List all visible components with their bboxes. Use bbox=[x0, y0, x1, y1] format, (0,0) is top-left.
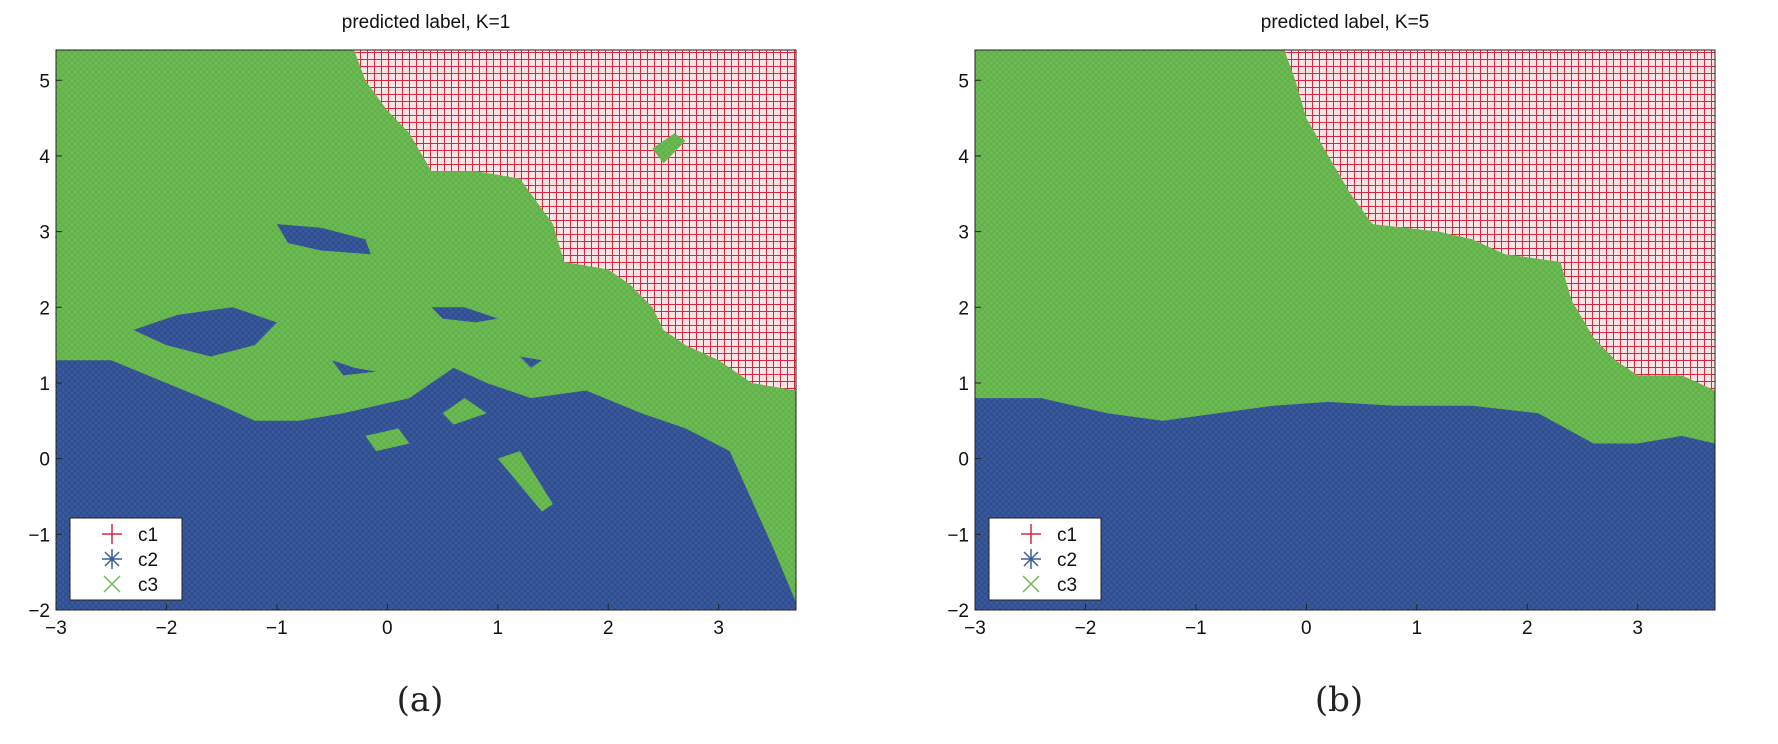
y-tick-label: 1 bbox=[39, 374, 50, 395]
panel-a: predicted label, K=1 −3 −2 −1 0 1 2 3 −2 −1 0 1 2 3 4 5… bbox=[28, 12, 797, 720]
legend-box bbox=[988, 517, 1102, 601]
region-c2-island bbox=[133, 307, 277, 357]
region-c3-island bbox=[365, 428, 410, 452]
legend-marker-c3 bbox=[1022, 575, 1040, 593]
legend-label-c1: c1 bbox=[1057, 525, 1077, 546]
region-c1 bbox=[354, 50, 796, 391]
x-tick-label: −3 bbox=[45, 618, 67, 639]
caption-b: (b) bbox=[1314, 680, 1364, 720]
y-tick-label: 4 bbox=[39, 147, 50, 168]
y-tick-label: 1 bbox=[958, 374, 969, 395]
legend-label-c3: c3 bbox=[138, 575, 158, 596]
x-tick-label: 2 bbox=[1522, 618, 1533, 639]
legend: c1 c2 c3 bbox=[988, 517, 1102, 601]
chart-title: predicted label, K=1 bbox=[342, 12, 510, 33]
y-tick-label: −2 bbox=[28, 601, 50, 622]
legend: c1 c2 c3 bbox=[69, 517, 183, 601]
region-c2-island bbox=[431, 307, 498, 323]
y-tick-label: 3 bbox=[958, 223, 969, 244]
x-tick-label: −2 bbox=[1075, 618, 1097, 639]
x-tick-label: 1 bbox=[1412, 618, 1423, 639]
region-c2 bbox=[56, 360, 796, 610]
legend-box bbox=[69, 517, 183, 601]
chart-k1: predicted label, K=1−3 −2 −1 0 1 2 3−2−1012345… bbox=[28, 12, 797, 639]
x-tick-label: 0 bbox=[382, 618, 393, 639]
y-tick-label: −1 bbox=[947, 525, 969, 546]
legend-label-c2: c2 bbox=[138, 550, 158, 571]
y-tick-label: 5 bbox=[39, 71, 50, 92]
region-c3-island bbox=[652, 133, 686, 164]
chart-title: predicted label, K=5 bbox=[1261, 12, 1429, 33]
y-tick-label: 0 bbox=[958, 450, 969, 471]
region-c2 bbox=[975, 398, 1715, 610]
legend-label-c1: c1 bbox=[138, 525, 158, 546]
y-tick-label: −1 bbox=[28, 525, 50, 546]
x-tick-label: 1 bbox=[493, 618, 504, 639]
y-tick-label: 2 bbox=[958, 298, 969, 319]
x-tick-label: −3 bbox=[964, 618, 986, 639]
legend-label-c3: c3 bbox=[1057, 575, 1077, 596]
region-c2-island bbox=[519, 356, 542, 368]
legend-marker-c1 bbox=[102, 524, 122, 544]
y-tick-label: 0 bbox=[39, 450, 50, 471]
y-tick-label: 5 bbox=[958, 71, 969, 92]
plot-frame bbox=[55, 49, 797, 611]
chart-k5: predicted label, K=5−3 −2 −1 0 1 2 3−2−1012345… bbox=[947, 12, 1716, 639]
x-tick-label: 0 bbox=[1301, 618, 1312, 639]
plot-frame bbox=[974, 49, 1716, 611]
x-tick-label: 3 bbox=[1632, 618, 1643, 639]
caption-a: (a) bbox=[396, 680, 444, 720]
region-c2-island bbox=[332, 360, 377, 376]
region-c3-island bbox=[442, 398, 487, 425]
x-tick-label: −2 bbox=[156, 618, 178, 639]
panel-b: predicted label, K=5 −3 −2 −1 0 1 2 3 −2 −1 0 1 2 3 4 5… bbox=[889, 0, 1778, 744]
legend-marker-c3 bbox=[103, 575, 121, 593]
y-tick-label: 3 bbox=[39, 223, 50, 244]
legend-marker-c2 bbox=[102, 549, 122, 569]
legend-label-c2: c2 bbox=[1057, 550, 1077, 571]
x-tick-label: 3 bbox=[713, 618, 724, 639]
region-c1 bbox=[1284, 50, 1715, 391]
x-tick-label: −1 bbox=[266, 618, 288, 639]
legend-marker-c1 bbox=[1021, 524, 1041, 544]
region-c2-island bbox=[276, 224, 371, 255]
legend-marker-c2 bbox=[1021, 549, 1041, 569]
y-tick-label: 4 bbox=[958, 147, 969, 168]
region-c3-island bbox=[497, 451, 553, 512]
x-tick-label: −1 bbox=[1185, 618, 1207, 639]
y-tick-label: −2 bbox=[947, 601, 969, 622]
y-tick-label: 2 bbox=[39, 298, 50, 319]
x-tick-label: 2 bbox=[603, 618, 614, 639]
